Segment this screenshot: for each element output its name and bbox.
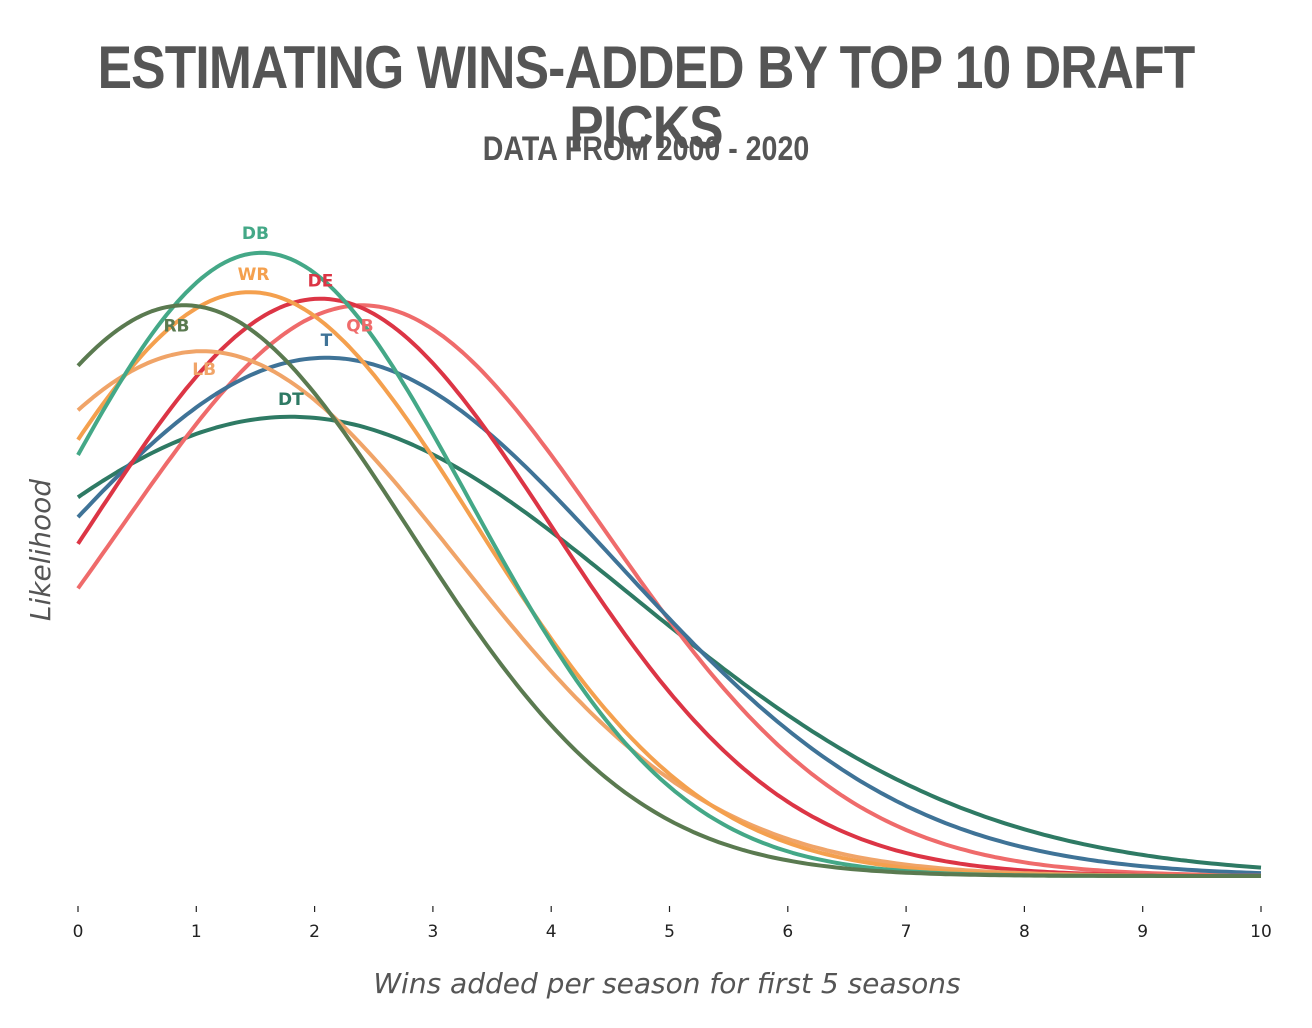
x-tick-label: 3 xyxy=(427,922,438,942)
series-label-dt: DT xyxy=(278,390,304,410)
x-tick-label: 7 xyxy=(901,922,912,942)
series-line-rb xyxy=(76,303,1261,878)
series-label-db: DB xyxy=(242,224,269,244)
series-line-qb xyxy=(76,303,1261,878)
series-label-wr: WR xyxy=(238,265,270,285)
curves-group xyxy=(76,250,1262,878)
series-label-de: DE xyxy=(308,272,334,292)
x-axis-title: Wins added per season for first 5 season… xyxy=(373,967,960,1000)
x-tick-label: 9 xyxy=(1137,922,1148,942)
series-line-dt xyxy=(76,414,1262,870)
series-line-lb xyxy=(76,349,1261,878)
x-tick-label: 5 xyxy=(664,922,675,942)
chart-subtitle: DATA FROM 2000 - 2020 xyxy=(482,130,810,168)
x-axis: 0 1 2 3 4 5 6 7 8 9 10 xyxy=(73,906,1272,942)
series-label-t: T xyxy=(321,331,333,351)
x-tick-label: 10 xyxy=(1250,922,1272,942)
y-axis-title: Likelihood xyxy=(24,479,57,621)
series-label-lb: LB xyxy=(192,360,216,380)
chart-title: ESTIMATING WINS-ADDED BY TOP 10 DRAFT PI… xyxy=(97,34,1196,161)
x-tick-label: 8 xyxy=(1019,922,1030,942)
series-label-qb: QB xyxy=(346,316,373,336)
x-tick-label: 1 xyxy=(191,922,202,942)
series-line-t xyxy=(76,355,1262,876)
x-tick-label: 0 xyxy=(73,922,84,942)
series-label-rb: RB xyxy=(163,316,189,336)
series-line-db xyxy=(76,250,1261,878)
series-labels-group: DT QB T DE LB WR DB RB xyxy=(163,224,373,410)
x-tick-label: 6 xyxy=(782,922,793,942)
x-tick-label: 4 xyxy=(546,922,557,942)
x-tick-label: 2 xyxy=(309,922,320,942)
